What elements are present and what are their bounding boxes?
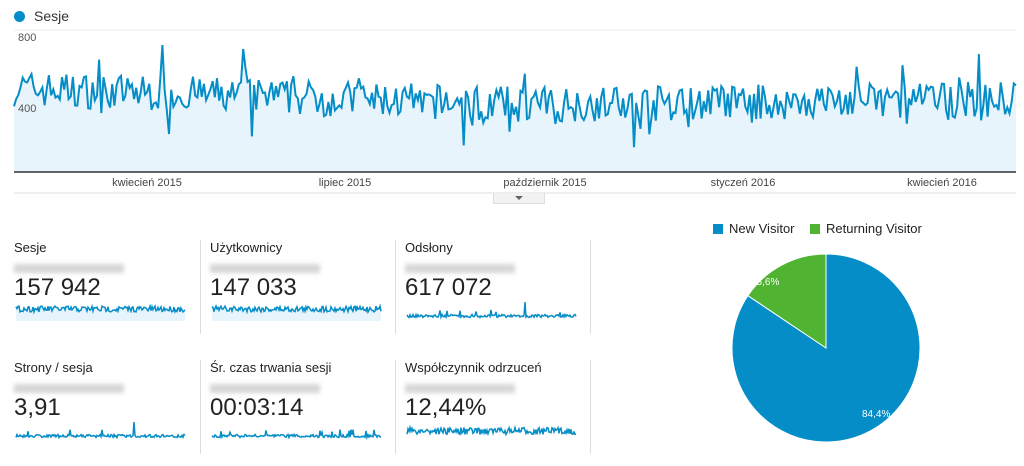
metric-value: 12,44% bbox=[405, 394, 487, 421]
legend-label: New Visitor bbox=[729, 221, 795, 236]
x-tick: październik 2015 bbox=[503, 177, 587, 189]
series-dot-icon bbox=[14, 10, 25, 22]
expand-chart-toggle[interactable] bbox=[493, 193, 545, 204]
metric-value: 147 033 bbox=[210, 274, 297, 301]
sparkline-line bbox=[406, 301, 577, 320]
sparkline bbox=[15, 303, 186, 321]
legend-label: Returning Visitor bbox=[826, 221, 922, 236]
metric-card-bounce-rate[interactable]: Współczynnik odrzuceń 12,44% bbox=[405, 360, 583, 446]
blurred-label bbox=[210, 384, 320, 393]
pie-slice-returning-visitor bbox=[747, 253, 827, 349]
pie-legend-new[interactable]: New Visitor bbox=[713, 221, 795, 236]
metric-card-pages-per-session[interactable]: Strony / sesja 3,91 bbox=[14, 360, 192, 446]
legend-swatch-icon bbox=[713, 223, 723, 234]
metric-value: 157 942 bbox=[14, 274, 101, 301]
separator bbox=[590, 240, 591, 334]
sparkline bbox=[211, 303, 382, 321]
x-tick: lipiec 2015 bbox=[318, 177, 372, 189]
metric-title: Użytkownicy bbox=[210, 240, 283, 255]
chevron-down-icon bbox=[515, 196, 523, 200]
sparkline-line bbox=[15, 421, 186, 440]
x-tick: kwiecień 2015 bbox=[112, 177, 182, 189]
series-line bbox=[13, 45, 1017, 148]
pie-label-new: 84,4% bbox=[862, 409, 891, 420]
blurred-label bbox=[210, 264, 320, 273]
sparkline-line bbox=[15, 303, 186, 315]
metric-title: Odsłony bbox=[405, 240, 453, 255]
y-tick-400: 400 bbox=[18, 103, 37, 115]
legend-label: Sesje bbox=[34, 8, 70, 24]
chart-legend: Sesje bbox=[14, 8, 69, 24]
sparkline bbox=[211, 429, 382, 441]
visitor-pie-chart[interactable] bbox=[726, 248, 926, 448]
metric-title: Współczynnik odrzuceń bbox=[405, 360, 542, 375]
sparkline bbox=[15, 421, 186, 440]
metric-card-sessions[interactable]: Sesje 157 942 bbox=[14, 240, 192, 326]
metric-card-users[interactable]: Użytkownicy 147 033 bbox=[210, 240, 388, 326]
metric-title: Strony / sesja bbox=[14, 360, 93, 375]
x-tick: kwiecień 2016 bbox=[907, 177, 977, 189]
metric-value: 3,91 bbox=[14, 394, 61, 421]
sparkline bbox=[406, 424, 576, 437]
blurred-label bbox=[405, 384, 515, 393]
sparkline-line bbox=[406, 424, 576, 437]
metric-title: Sesje bbox=[14, 240, 47, 255]
x-tick: styczeń 2016 bbox=[710, 177, 776, 189]
separator bbox=[395, 360, 396, 454]
separator bbox=[200, 240, 201, 334]
sessions-line-chart[interactable] bbox=[0, 0, 1024, 200]
sparkline bbox=[406, 301, 577, 320]
y-tick-800: 800 bbox=[18, 32, 37, 44]
blurred-label bbox=[14, 384, 124, 393]
sparkline-line bbox=[211, 303, 382, 315]
series-area bbox=[14, 45, 1016, 172]
metric-card-avg-session-duration[interactable]: Śr. czas trwania sesji 00:03:14 bbox=[210, 360, 388, 446]
metric-card-pageviews[interactable]: Odsłony 617 072 bbox=[405, 240, 583, 326]
legend-swatch-icon bbox=[810, 223, 820, 234]
separator bbox=[395, 240, 396, 334]
separator bbox=[590, 360, 591, 454]
pie-legend-returning[interactable]: Returning Visitor bbox=[810, 221, 922, 236]
blurred-label bbox=[405, 264, 515, 273]
metric-value: 00:03:14 bbox=[210, 394, 304, 421]
separator bbox=[200, 360, 201, 454]
metric-value: 617 072 bbox=[405, 274, 492, 301]
blurred-label bbox=[14, 264, 124, 273]
metric-title: Śr. czas trwania sesji bbox=[210, 360, 332, 375]
pie-label-returning: 15,6% bbox=[751, 277, 780, 288]
sparkline-line bbox=[211, 429, 382, 441]
